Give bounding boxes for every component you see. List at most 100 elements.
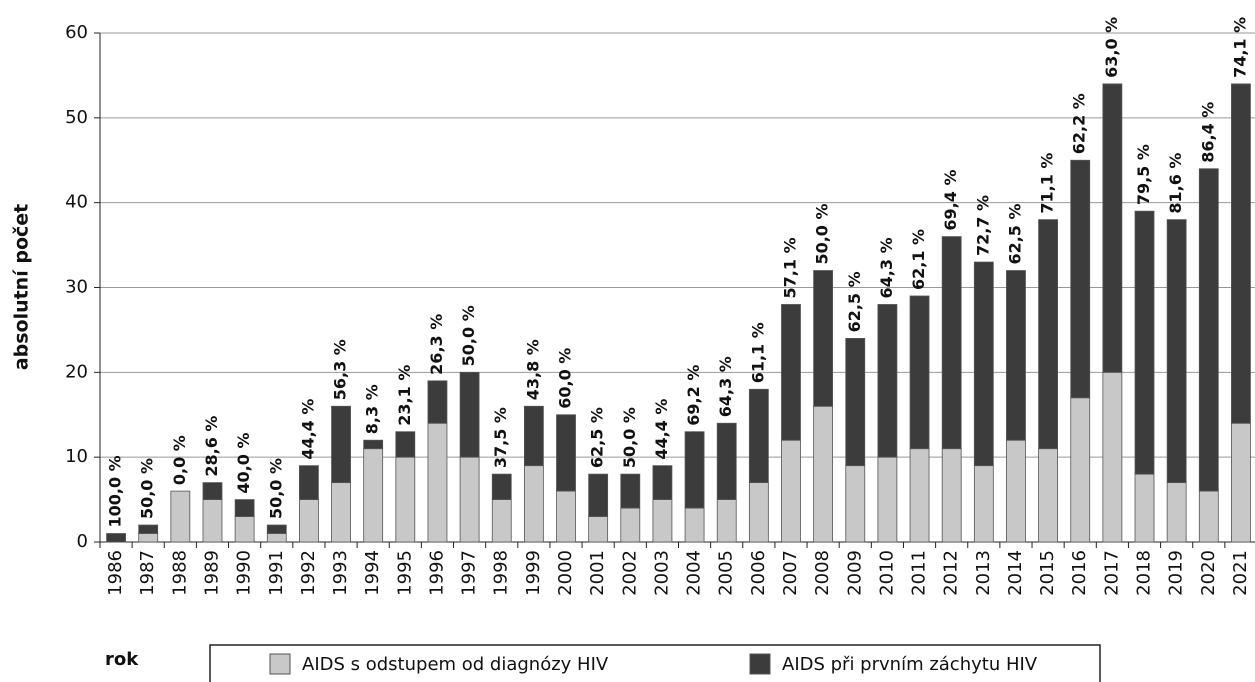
bar-label: 44,4 % [298,399,317,460]
x-tick-label: 2002 [619,550,640,596]
bar-label: 40,0 % [234,433,253,494]
bar-segment [973,465,994,543]
bar-segment [556,414,576,492]
x-tick-label: 2003 [651,550,672,596]
bar-label: 74,1 % [1230,17,1249,78]
x-tick-label: 2009 [844,550,865,596]
bar-segment [877,456,898,543]
x-tick-label: 2008 [812,550,833,596]
y-tick-label: 40 [65,192,88,213]
bar-segment [652,465,673,500]
bar-segment [781,439,801,543]
bar-label: 69,4 % [941,170,960,231]
bar-label: 56,3 % [331,339,350,400]
bar-segment [973,261,994,467]
legend-swatch [269,653,291,675]
bar-segment [620,507,641,543]
bar-segment [1166,219,1187,484]
x-tick-label: 2013 [973,550,994,596]
bar-label: 62,5 % [845,271,864,332]
bar-label: 50,0 % [813,203,832,264]
bar-label: 81,6 % [1166,153,1185,214]
bar-label: 57,1 % [780,237,799,298]
bar-segment [813,405,834,543]
bar-segment [1231,422,1251,543]
x-tick-label: 2016 [1069,550,1090,596]
bar-segment [556,490,576,543]
bar-label: 100,0 % [106,455,125,527]
y-tick-label: 60 [65,22,88,43]
bar-label: 44,4 % [652,399,671,460]
bar-segment [716,499,737,543]
bar-label: 50,0 % [459,305,478,366]
bar-segment [684,507,705,543]
bar-segment [138,533,159,543]
x-tick-label: 1996 [426,550,447,596]
bar-segment [363,439,384,450]
x-tick-label: 2011 [909,550,930,596]
x-tick-label: 1998 [491,550,512,596]
bar-segment [266,524,287,534]
bar-segment [1198,168,1219,492]
bar-segment [684,431,705,509]
bar-segment [941,236,962,450]
bar-label: 69,2 % [684,365,703,426]
x-tick-label: 2020 [1198,550,1219,596]
bar-segment [1231,83,1251,424]
bar-label: 63,0 % [1102,17,1121,78]
bar-label: 64,3 % [716,356,735,417]
bar-segment [523,405,544,467]
bar-segment [491,499,512,543]
x-tick-label: 1997 [459,550,480,596]
bar-segment [459,371,480,458]
bar-label: 61,1 % [748,322,767,383]
bar-segment [523,465,544,543]
bar-segment [620,473,641,509]
bar-segment [1006,439,1026,543]
bar-label: 64,3 % [877,237,896,298]
x-tick-label: 2001 [587,550,608,596]
bar-label: 86,4 % [1198,102,1217,163]
x-tick-label: 2012 [941,550,962,596]
bar-segment [1038,219,1058,450]
x-tick-label: 1986 [105,550,126,596]
bar-segment [845,337,866,467]
bar-segment [909,295,930,450]
bar-segment [588,516,609,543]
bar-label: 62,2 % [1070,93,1089,154]
bar-segment [1006,270,1026,441]
bar-segment [1070,397,1091,543]
bar-label: 50,0 % [620,407,639,468]
legend-label: AIDS s odstupem od diagnózy HIV [302,654,609,675]
bar-label: 60,0 % [556,348,575,409]
x-tick-label: 1990 [234,550,255,596]
bar-segment [748,482,769,543]
bar-segment [1102,371,1123,543]
bar-segment [234,499,255,517]
bar-segment [170,490,191,543]
legend-swatch [749,653,771,675]
bar-segment [395,431,416,458]
bar-segment [395,456,416,543]
bar-segment [909,448,930,543]
bar-segment [1102,83,1123,373]
bar-label: 79,5 % [1134,144,1153,205]
bar-segment [427,422,448,543]
x-tick-label: 2018 [1134,550,1155,596]
bar-segment [748,388,769,484]
bar-label: 72,7 % [973,195,992,256]
x-tick-label: 2010 [876,550,897,596]
x-tick-label: 2005 [716,550,737,596]
y-tick-label: 0 [77,531,88,552]
bar-segment [299,499,319,543]
x-tick-label: 2004 [684,550,705,596]
bar-segment [1198,490,1219,543]
bar-label: 0,0 % [170,435,189,485]
x-axis-label: rok [105,649,139,670]
bar-label: 23,1 % [395,365,414,426]
bar-segment [331,482,351,543]
bar-label: 8,3 % [363,384,382,434]
x-tick-label: 2006 [748,550,769,596]
bar-segment [716,422,737,500]
